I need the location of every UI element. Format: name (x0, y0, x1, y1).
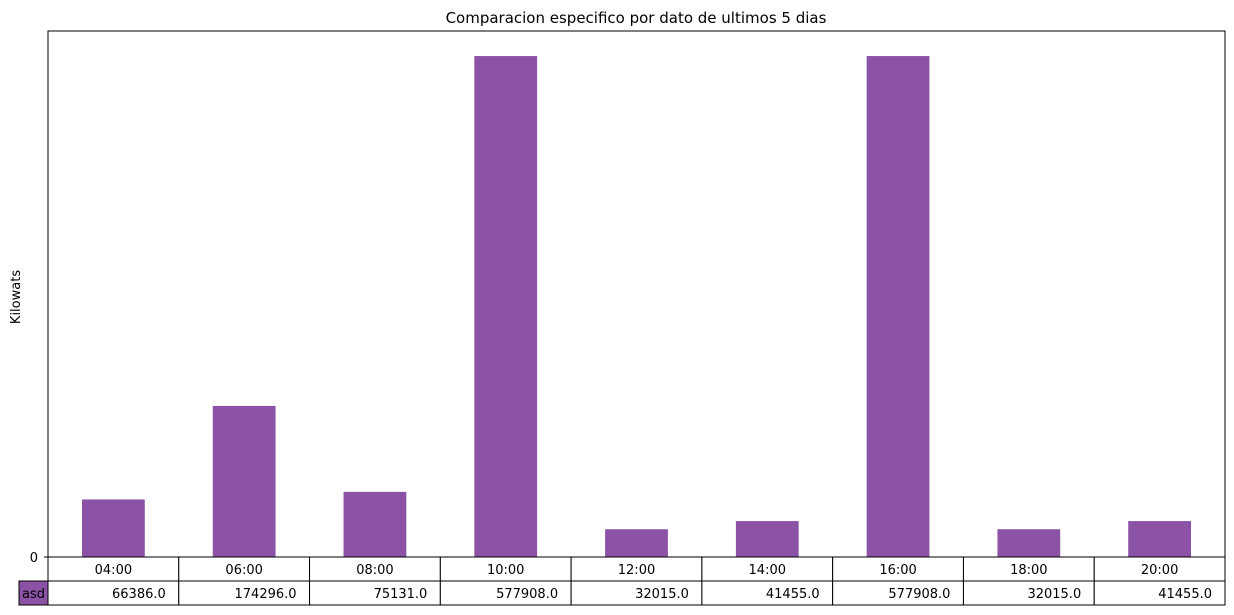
y-axis-ticks: 0 (30, 551, 48, 566)
table-value-cell (309, 580, 441, 606)
table-header-cell (962, 556, 1095, 582)
table-header-cell (1093, 556, 1226, 582)
x-tick-label: 08:00 (356, 563, 393, 578)
table-value-cell (47, 580, 180, 606)
data-label: 66386.0 (112, 587, 166, 602)
table-header-cell (832, 556, 964, 582)
x-tick-label: 18:00 (1010, 563, 1047, 578)
table-value-cell (439, 580, 572, 606)
data-label: 32015.0 (635, 587, 689, 602)
series-name-label: asd (22, 587, 45, 602)
table-value-cell (832, 580, 964, 606)
bar-2000 (1128, 521, 1191, 557)
data-label: 75131.0 (374, 587, 428, 602)
data-label: 174296.0 (235, 587, 297, 602)
table-value-cell (962, 580, 1095, 606)
x-tick-label: 16:00 (879, 563, 916, 578)
data-table: 04:00 06:00 08:00 10:00 12:00 14:00 16:00 18:00… (18, 556, 1226, 606)
bar-0800 (343, 491, 407, 557)
table-value-cell (701, 580, 834, 606)
y-tick-label: 0 (30, 551, 38, 566)
table-header-cell (439, 556, 572, 582)
x-tick-label: 10:00 (487, 563, 524, 578)
data-label: 41455.0 (766, 587, 820, 602)
bar-0400 (82, 499, 145, 557)
x-tick-label: 06:00 (225, 563, 262, 578)
x-tick-label: 04:00 (95, 563, 132, 578)
bars-group (82, 56, 1191, 557)
x-tick-label: 12:00 (618, 563, 655, 578)
x-tick-label: 14:00 (749, 563, 786, 578)
table-value-cell (1093, 580, 1226, 606)
table-value-cell (178, 580, 311, 606)
table-header-cell (47, 556, 180, 582)
bar-1400 (735, 521, 799, 557)
x-tick-label: 20:00 (1141, 563, 1178, 578)
bar-1200 (605, 529, 668, 557)
bar-1000 (474, 56, 538, 557)
bar-0600 (212, 405, 276, 557)
bar-1600 (866, 56, 930, 557)
data-label: 41455.0 (1158, 587, 1212, 602)
chart-title: Comparacion especifico por dato de ultim… (446, 9, 827, 27)
table-header-cell (309, 556, 441, 582)
table-header-cell (701, 556, 834, 582)
data-label: 577908.0 (888, 587, 950, 602)
data-label: 577908.0 (496, 587, 558, 602)
data-label: 32015.0 (1027, 587, 1081, 602)
y-axis-label: Kilowats (9, 270, 24, 324)
table-value-cell (570, 580, 703, 606)
bar-1800 (997, 529, 1061, 557)
